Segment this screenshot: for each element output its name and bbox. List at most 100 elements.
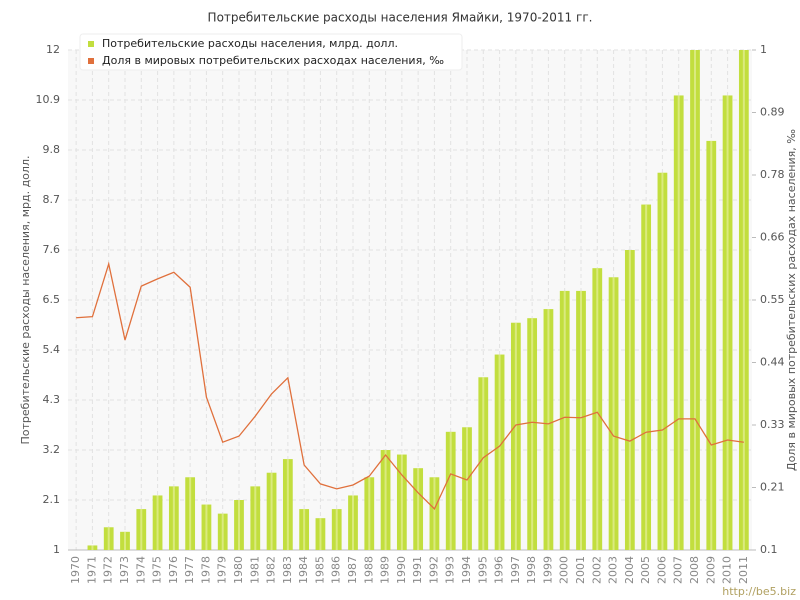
x-tick-label: 2008 — [688, 556, 701, 584]
x-tick-label: 2003 — [607, 556, 620, 584]
line — [76, 261, 744, 511]
bar-highlight — [531, 318, 534, 550]
x-tick-label: 1993 — [444, 556, 457, 584]
x-tick-label: 1972 — [102, 556, 115, 584]
bar-highlight — [205, 504, 208, 550]
bar-highlight — [140, 509, 143, 550]
bar-highlight — [596, 268, 599, 550]
bar-highlight — [400, 454, 403, 550]
x-tick-label: 2011 — [737, 556, 750, 584]
x-tick-label: 2010 — [721, 556, 734, 584]
bar-highlight — [319, 518, 322, 550]
bar-highlight — [466, 427, 468, 550]
chart-title: Потребительские расходы населения Ямайки… — [208, 11, 593, 25]
y-tick-label: 4.3 — [43, 393, 61, 406]
bar-highlight — [238, 500, 240, 550]
x-tick-label: 1999 — [541, 556, 554, 584]
x-tick-label: 1984 — [297, 556, 310, 584]
x-tick-label: 1988 — [362, 556, 375, 584]
bar-highlight — [482, 377, 485, 550]
bar-highlight — [286, 459, 289, 550]
bar-highlight — [384, 450, 387, 550]
x-tick-label: 1991 — [411, 556, 424, 584]
bar-highlight — [189, 477, 192, 550]
x-tick-label: 1998 — [525, 556, 538, 584]
y-tick-label: 6.5 — [43, 293, 61, 306]
x-tick-label: 1997 — [509, 556, 522, 584]
x-tick-label: 1992 — [427, 556, 440, 584]
y2-tick-label: 0.1 — [760, 543, 778, 556]
bar-highlight — [172, 486, 175, 550]
y2-tick-label: 0.66 — [760, 231, 785, 244]
x-tick-label: 1970 — [69, 556, 82, 584]
x-tick-label: 2006 — [655, 556, 668, 584]
y2-tick-label: 0.33 — [760, 418, 785, 431]
bar-highlight — [417, 468, 420, 550]
bar-highlight — [694, 50, 696, 550]
bar-highlight — [254, 486, 257, 550]
y2-tick-label: 1 — [760, 43, 767, 56]
bar-highlight — [335, 509, 338, 550]
bar-highlight — [270, 472, 273, 550]
x-tick-label: 2005 — [639, 556, 652, 584]
x-tick-label: 1986 — [330, 556, 343, 584]
bar-highlight — [303, 509, 306, 550]
bar-highlight — [221, 513, 224, 550]
bar-highlight — [449, 431, 452, 550]
x-tick-label: 1982 — [265, 556, 278, 584]
y-tick-label: 2.1 — [43, 493, 61, 506]
bar-highlight — [498, 354, 501, 550]
bar-highlight — [710, 140, 713, 550]
y-tick-label: 3.2 — [43, 443, 61, 456]
y-tick-label: 12 — [46, 43, 60, 56]
legend-box — [79, 33, 463, 71]
bar-highlight — [645, 204, 648, 550]
watermark: http://be5.biz — [722, 585, 796, 598]
bar-highlight — [352, 495, 354, 550]
y-tick-label: 9.8 — [43, 143, 61, 156]
x-tick-label: 2002 — [590, 556, 603, 584]
bar-highlight — [433, 477, 436, 550]
x-tick-label: 1987 — [346, 556, 359, 584]
y2-tick-label: 0.89 — [760, 106, 785, 119]
y2-tick-label: 0.78 — [760, 168, 785, 181]
y-tick-label: 7.6 — [43, 243, 61, 256]
bar-highlight — [742, 50, 745, 550]
y2-tick-label: 0.44 — [760, 356, 785, 369]
x-tick-label: 1990 — [395, 556, 408, 584]
bar-highlight — [91, 545, 94, 550]
bar-highlight — [514, 322, 517, 550]
bar-highlight — [368, 477, 371, 550]
bar-highlight — [580, 290, 582, 550]
x-tick-label: 1975 — [151, 556, 164, 584]
bar-highlight — [124, 531, 126, 550]
x-tick-label: 2001 — [574, 556, 587, 584]
bar-highlight — [563, 290, 566, 550]
x-tick-label: 1971 — [85, 556, 98, 584]
bar-highlight — [547, 309, 550, 550]
legend: Потребительские расходы населения, млрд.… — [79, 33, 463, 71]
x-tick-label: 1980 — [232, 556, 245, 584]
x-tick-label: 1977 — [183, 556, 196, 584]
x-tick-label: 1983 — [281, 556, 294, 584]
legend-marker — [88, 58, 94, 64]
x-tick-label: 1976 — [167, 556, 180, 584]
x-tick-label: 1978 — [199, 556, 212, 584]
bar-highlight — [726, 95, 729, 551]
y2-axis-label: Доля в мировых потребительских расходах … — [785, 129, 798, 471]
y2-tick-label: 0.55 — [760, 293, 785, 306]
x-tick-label: 1994 — [460, 556, 473, 584]
y-tick-label: 10.9 — [36, 93, 61, 106]
legend-marker — [88, 41, 94, 47]
y-tick-label: 5.4 — [43, 343, 61, 356]
x-tick-label: 2000 — [558, 556, 571, 584]
bar-highlight — [156, 495, 159, 550]
y-axis-label: Потребительские расходы населения, мрд. … — [19, 156, 32, 445]
x-tick-label: 1973 — [118, 556, 131, 584]
x-tick-label: 2004 — [623, 556, 636, 584]
bar-highlight — [107, 527, 110, 550]
x-tick-label: 1981 — [248, 556, 261, 584]
x-tick-label: 1989 — [379, 556, 392, 584]
bar-highlight — [661, 172, 664, 550]
